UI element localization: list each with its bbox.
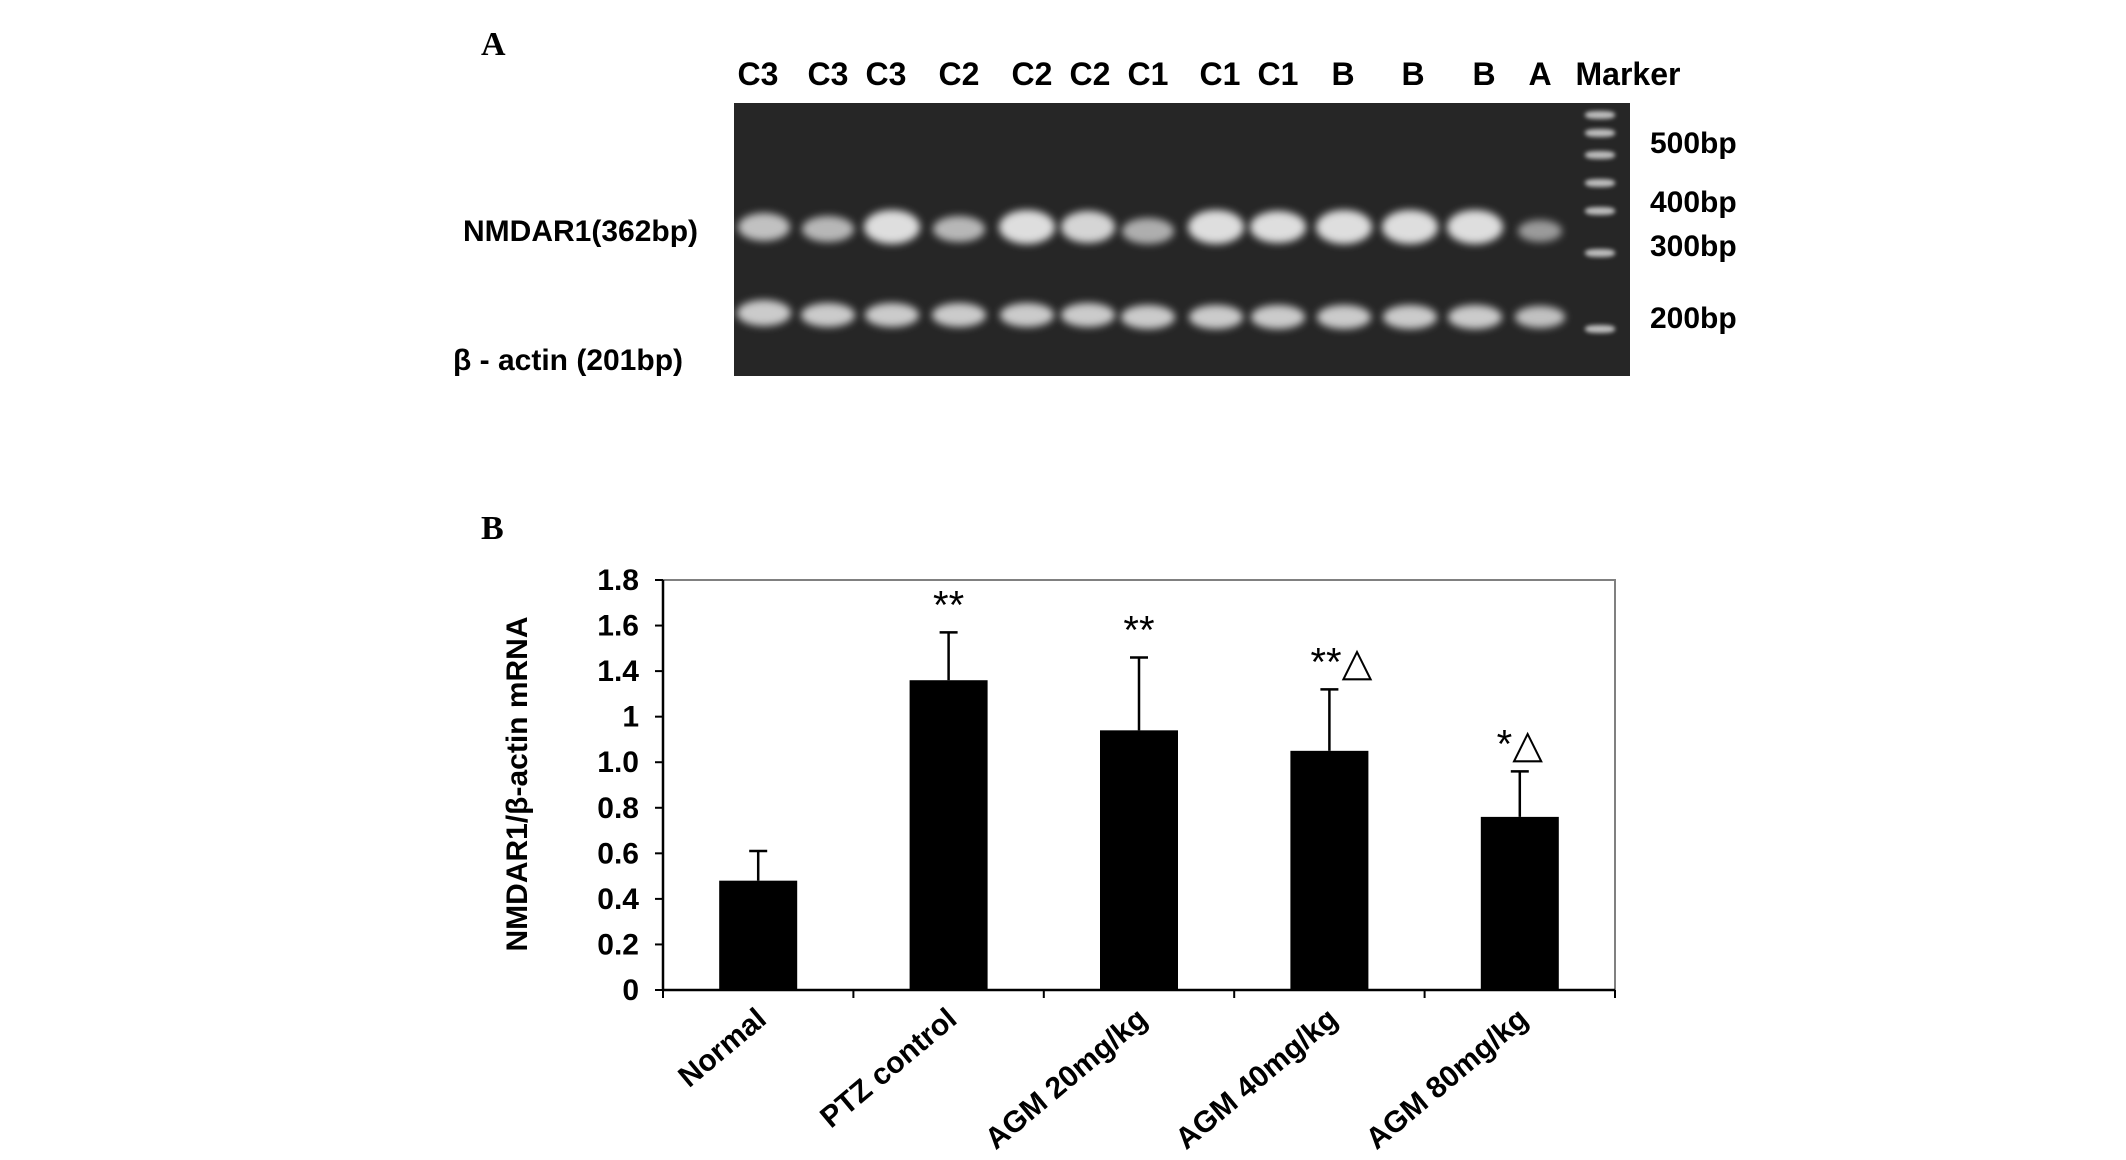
gel-band (1518, 220, 1562, 242)
bar (719, 880, 798, 990)
ladder-band (1585, 179, 1615, 187)
lane-label: C2 (1011, 56, 1053, 92)
gel-band (864, 210, 920, 244)
gel-band (1382, 210, 1438, 244)
gel-band (738, 213, 790, 241)
gel-band (1316, 210, 1372, 244)
y-tick-label: 1 (622, 701, 639, 734)
lane-label: C3 (807, 56, 849, 92)
y-tick-label: 1.6 (597, 610, 639, 643)
y-tick-label: 0 (622, 974, 639, 1007)
gel-band (1383, 305, 1437, 329)
ladder-band (1585, 151, 1615, 159)
gel-band (1317, 305, 1371, 329)
ladder-band (1585, 249, 1615, 257)
bar (1290, 750, 1369, 990)
y-tick-label: 0.2 (597, 928, 639, 961)
ladder-band (1585, 129, 1615, 137)
y-tick-label: 1.4 (597, 655, 639, 688)
marker-label: 400bp (1650, 186, 1737, 219)
ladder-band (1585, 325, 1615, 333)
gel-band (802, 216, 854, 242)
significance-marker: ** (933, 583, 964, 627)
bar (1480, 816, 1559, 990)
gel-band (1188, 210, 1244, 244)
gel-band (1122, 218, 1174, 244)
bar (1100, 730, 1178, 990)
lane-label: A (1528, 56, 1552, 92)
lane-label: C2 (1069, 56, 1111, 92)
gel-band (1250, 211, 1306, 243)
x-tick-label: PTZ control (814, 1002, 963, 1134)
gel-band (1515, 306, 1565, 328)
y-axis-label: NMDAR1/β-actin mRNA (501, 617, 534, 952)
y-tick-label: 0.6 (597, 837, 639, 870)
ladder-band (1585, 207, 1615, 215)
x-tick-label: AGM 80mg/kg (1360, 1002, 1534, 1156)
x-tick-label: AGM 20mg/kg (979, 1002, 1153, 1156)
gel-band (1448, 305, 1502, 329)
gel-band (1121, 305, 1175, 329)
lane-label: Marker (1575, 56, 1681, 92)
lane-label: B (1472, 56, 1496, 92)
gel-band (1251, 305, 1305, 329)
bar (909, 680, 988, 990)
gel-band (933, 216, 985, 242)
nmdar1-row-label: NMDAR1(362bp) (463, 215, 699, 248)
lane-label: C3 (865, 56, 907, 92)
gel-band (999, 210, 1055, 244)
y-tick-label: 1.8 (597, 564, 639, 597)
lane-label: C3 (737, 56, 779, 92)
lane-label: C1 (1257, 56, 1299, 92)
marker-label: 500bp (1650, 127, 1737, 160)
marker-label: 300bp (1650, 230, 1737, 263)
y-tick-label: 1.0 (597, 746, 639, 779)
gel-band (1061, 303, 1115, 327)
gel-image (734, 103, 1630, 376)
significance-marker: *△ (1497, 722, 1544, 766)
marker-label: 200bp (1650, 302, 1737, 335)
lane-label: C1 (1127, 56, 1169, 92)
lane-label: B (1331, 56, 1355, 92)
gel-band (865, 303, 919, 327)
actin-row-label: β - actin (201bp) (453, 344, 684, 377)
gel-band (1189, 305, 1243, 329)
x-tick-label: AGM 40mg/kg (1169, 1002, 1343, 1156)
significance-marker: **△ (1310, 640, 1372, 684)
gel-band (932, 303, 986, 327)
gel-band (737, 300, 791, 326)
y-tick-label: 0.4 (597, 883, 639, 916)
lane-label: C2 (938, 56, 980, 92)
gel-band (801, 303, 855, 327)
gel-band (1000, 303, 1054, 327)
panel-b-label: B (481, 510, 504, 547)
lane-label: B (1401, 56, 1425, 92)
gel-band (1061, 211, 1115, 243)
significance-marker: ** (1123, 608, 1154, 652)
lane-label: C1 (1199, 56, 1241, 92)
gel-band (1447, 210, 1503, 244)
panel-a-label: A (481, 26, 506, 63)
ladder-band (1585, 111, 1615, 119)
x-tick-label: Normal (672, 1002, 772, 1094)
y-tick-label: 0.8 (597, 792, 639, 825)
